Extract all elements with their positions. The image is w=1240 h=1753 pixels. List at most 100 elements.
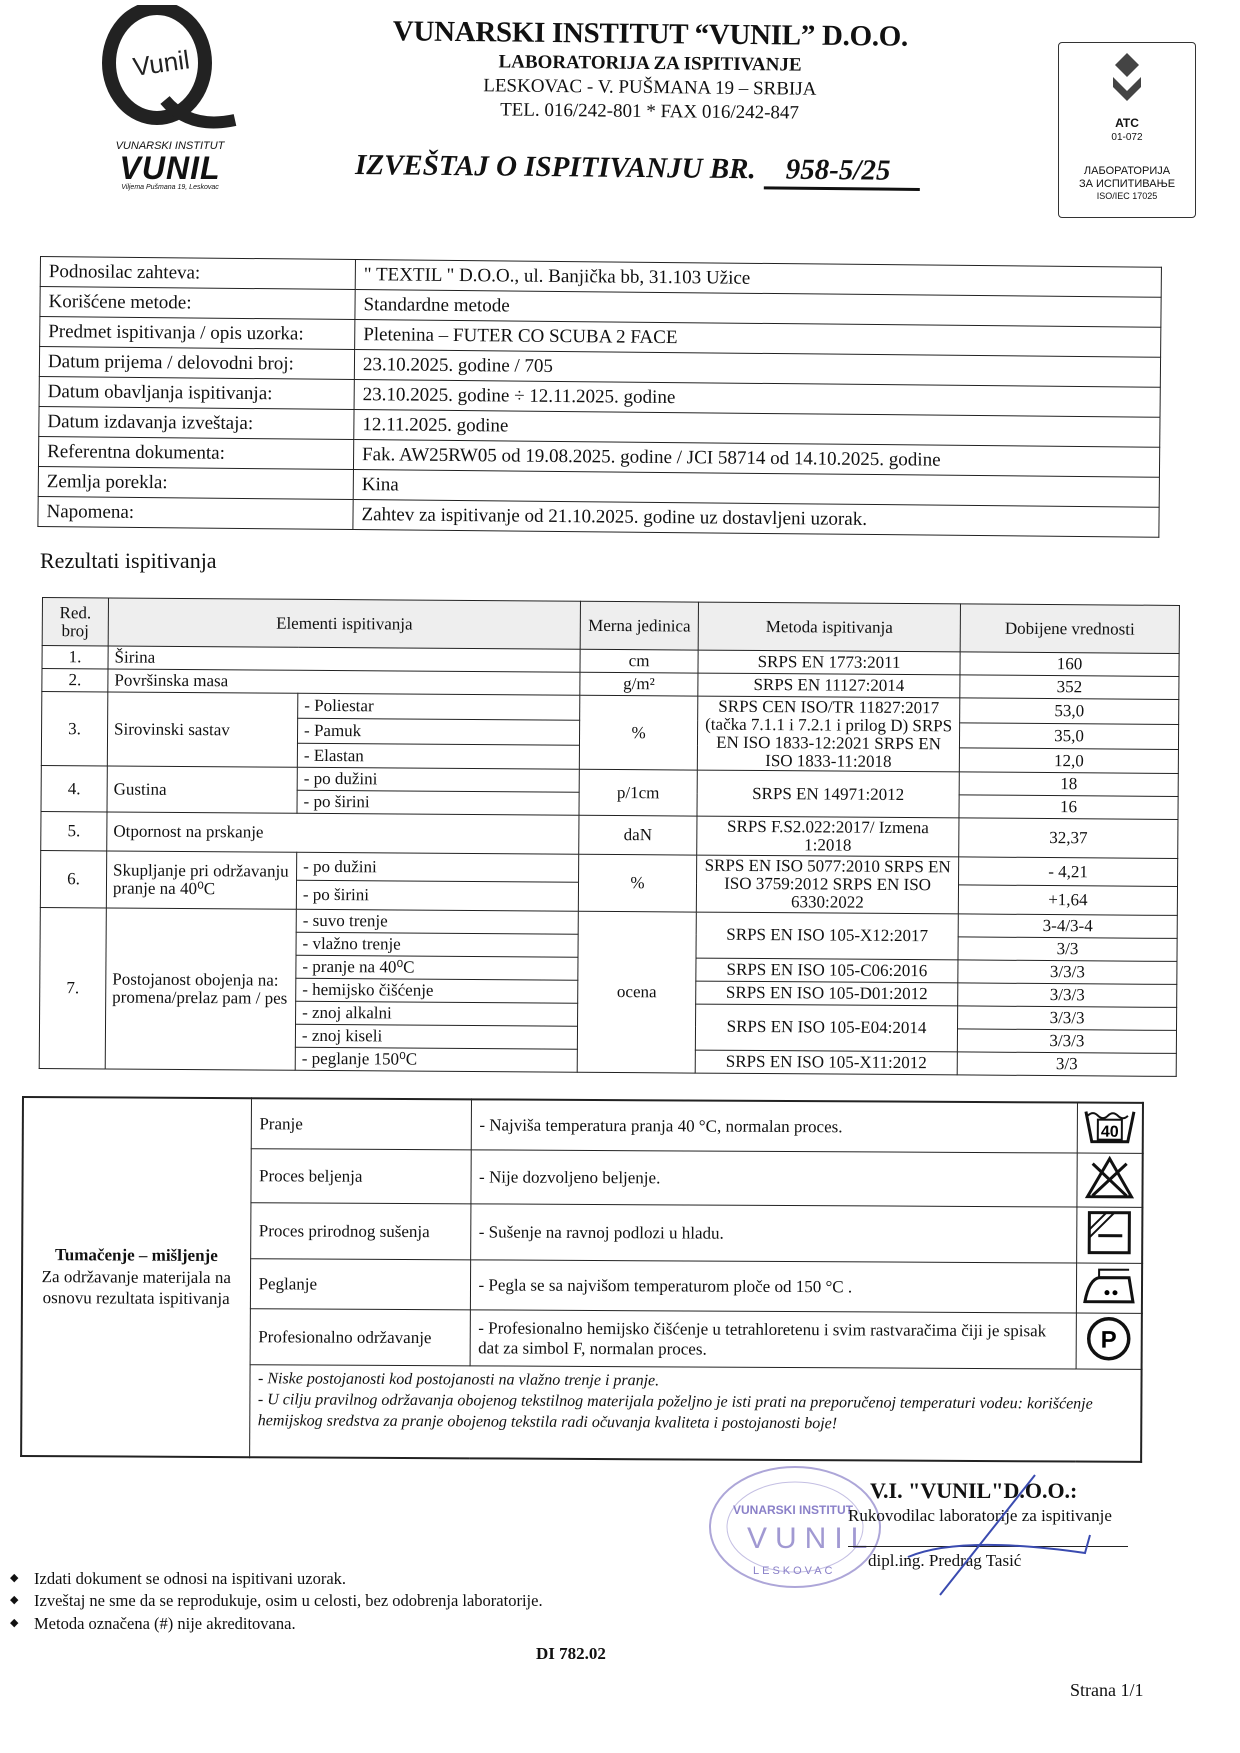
result-value: 53,0: [959, 697, 1179, 725]
result-value: 3-4/3-4: [958, 913, 1178, 939]
document-code: DI 782.02: [536, 1644, 606, 1663]
element-sub: - Elastan: [297, 742, 580, 770]
info-label: Datum izdavanja izveštaja:: [38, 406, 355, 440]
contact: TEL. 016/242-801 * FAX 016/242-847: [500, 99, 800, 124]
info-label: Korišćene metode:: [39, 286, 356, 320]
row-number: 7.: [39, 907, 107, 1069]
element-sub: - vlažno trenje: [296, 931, 579, 957]
header-no: Red. broj: [42, 597, 109, 646]
signature-line: [848, 1546, 1128, 1547]
footer-note: Metoda označena (#) nije akreditovana.: [10, 1613, 543, 1635]
info-label: Zemlja porekla:: [38, 466, 354, 500]
info-label: Podnosilac zahteva:: [40, 256, 356, 290]
care-note: - U cilju pravilnog održavanja obojenog …: [257, 1391, 1093, 1432]
result-value: 35,0: [959, 722, 1179, 750]
signature-role: Rukovodilac laboratorije za ispitivanje: [848, 1506, 1112, 1525]
unit: g/m²: [579, 672, 699, 697]
result-value: 3/3/3: [957, 1028, 1177, 1054]
atc-code: 01-072: [1111, 132, 1143, 143]
result-value: 16: [959, 795, 1179, 820]
element-name: Skupljanje pri održavanju pranje na 40⁰C: [106, 851, 297, 909]
element-name: Širina: [107, 645, 581, 673]
unit: cm: [580, 649, 699, 674]
row-number: 1.: [42, 645, 109, 669]
element-sub: - znoj kiseli: [295, 1023, 578, 1049]
results-table: Red. broj Elementi ispitivanja Merna jed…: [39, 597, 1180, 1077]
header-value: Dobijene vrednosti: [960, 603, 1180, 654]
care-instruction: - Najviša temperatura pranja 40 °C, norm…: [470, 1099, 1077, 1154]
svg-text:VUNIL: VUNIL: [747, 1522, 875, 1555]
element-sub: - po širini: [296, 880, 579, 911]
element-sub: - hemijsko čišćenje: [295, 977, 578, 1003]
element-sub: - suvo trenje: [296, 908, 579, 934]
results-section-title: Rezultati ispitivanja: [40, 548, 217, 573]
care-label: Proces prirodnog sušenja: [250, 1202, 471, 1260]
care-icon-cell: P: [1075, 1313, 1142, 1370]
element-sub: - po dužini: [297, 767, 580, 793]
atc-line1: ЛАБОРАТОРИЈА: [1083, 165, 1171, 177]
care-label: Peglanje: [249, 1258, 471, 1310]
lab-name: LABORATORIJA ZA ISPITIVANJE: [498, 51, 802, 76]
method: SRPS EN 14971:2012: [697, 770, 960, 819]
result-value: 3/3/3: [957, 1005, 1177, 1031]
footer-notes: Izdati dokument se odnosi na ispitivani …: [10, 1568, 543, 1635]
result-value: 32,37: [958, 818, 1178, 859]
care-instruction: - Sušenje na ravnoj podlozi u hladu.: [470, 1203, 1077, 1264]
footer-note: Izveštaj ne sme da se reprodukuje, osim …: [10, 1590, 543, 1612]
element-sub: - po dužini: [296, 852, 579, 883]
element-sub: - po širini: [296, 790, 580, 816]
result-value: 3/3: [957, 1051, 1177, 1077]
logo-caption: VUNARSKI INSTITUT: [115, 140, 225, 152]
atc-chevrons-icon: [1113, 53, 1141, 101]
care-row: Peglanje - Pegla se sa najvišom temperatu…: [22, 1258, 1143, 1314]
method: SRPS EN ISO 105-E04:2014: [695, 1003, 958, 1052]
svg-text:P: P: [1100, 1327, 1116, 1354]
no-bleach-icon: [1084, 1155, 1134, 1204]
svg-text:40: 40: [1101, 1124, 1119, 1141]
unit: daN: [578, 815, 698, 856]
method: SRPS F.S2.022:2017/ Izmena 1:2018: [696, 816, 960, 857]
report-title: IZVEŠTAJ O ISPITIVANJU BR. 958-5/25: [355, 149, 921, 191]
page-number: Strana 1/1: [1070, 1680, 1144, 1700]
care-heading-cell: Tumačenje – mišljenje Za održavanje mater…: [21, 1097, 251, 1457]
result-value: 3/3/3: [957, 982, 1177, 1008]
method: SRPS CEN ISO/TR 11827:2017 (tačka 7.1.1 …: [697, 696, 960, 773]
result-value: +1,64: [958, 885, 1178, 916]
logo-address: Viljema Pušmana 19, Leskovac: [121, 184, 219, 191]
method: SRPS EN 1773:2011: [698, 650, 961, 675]
result-value: 160: [960, 651, 1180, 677]
care-icon-cell: 40: [1076, 1102, 1143, 1154]
method: SRPS EN ISO 105-X11:2012: [695, 1049, 958, 1075]
report-number: 958-5/25: [763, 153, 921, 191]
row-number: 3.: [41, 691, 108, 767]
row-number: 5.: [40, 811, 107, 852]
row-number: 6.: [40, 850, 107, 908]
signature-block: V.I. "VUNIL"D.O.O.: Rukovodilac laborato…: [848, 1478, 1128, 1571]
element-name: Sirovinski sastav: [107, 691, 298, 768]
element-name: Postojanost obojenja na: promena/prelaz …: [105, 907, 297, 1070]
svg-text:LESKOVAC: LESKOVAC: [753, 1565, 836, 1577]
care-interpretation-table: Tumačenje – mišljenje Za održavanje mater…: [20, 1096, 1144, 1463]
report-title-text: IZVEŠTAJ O ISPITIVANJU BR.: [354, 149, 756, 186]
wash-40-icon: 40: [1081, 1111, 1137, 1150]
request-info-table: Podnosilac zahteva: " TEXTIL " D.O.O., ul…: [37, 256, 1162, 538]
info-label: Datum obavljanja ispitivanja:: [39, 376, 355, 410]
accreditation-badge: ATC 01-072 ЛАБОРАТОРИЈА ЗА ИСПИТИВАЊЕ IS…: [1058, 42, 1196, 218]
method: SRPS EN ISO 5077:2010 SRPS EN ISO 3759:2…: [696, 855, 959, 914]
signature-company: V.I. "VUNIL"D.O.O.:: [870, 1478, 1078, 1503]
care-icon-cell: [1075, 1263, 1143, 1314]
care-instruction: - Profesionalno hemijsko čišćenje u tetr…: [469, 1309, 1076, 1370]
unit: ocena: [577, 910, 697, 1073]
care-row: Proces prirodnog sušenja - Sušenje na rav…: [22, 1202, 1143, 1264]
logo-wordmark: VUNIL: [119, 150, 221, 186]
element-sub: - znoj alkalni: [295, 1000, 578, 1026]
care-subheading: Za održavanje materijala na osnovu rezul…: [41, 1266, 231, 1308]
q-logo-icon: Vunil: [102, 1, 237, 129]
care-instruction: - Nije dozvoljeno beljenje.: [470, 1149, 1077, 1208]
institute-name: VUNARSKI INSTITUT “VUNIL” D.O.O.: [392, 15, 909, 53]
care-icon-cell: [1076, 1207, 1143, 1264]
signature-name: dipl.ing. Predrag Tasić: [868, 1551, 1022, 1570]
method: SRPS EN ISO 105-D01:2012: [695, 980, 958, 1006]
result-value: 12,0: [959, 747, 1179, 774]
header-method: Metoda ispitivanja: [698, 602, 961, 652]
